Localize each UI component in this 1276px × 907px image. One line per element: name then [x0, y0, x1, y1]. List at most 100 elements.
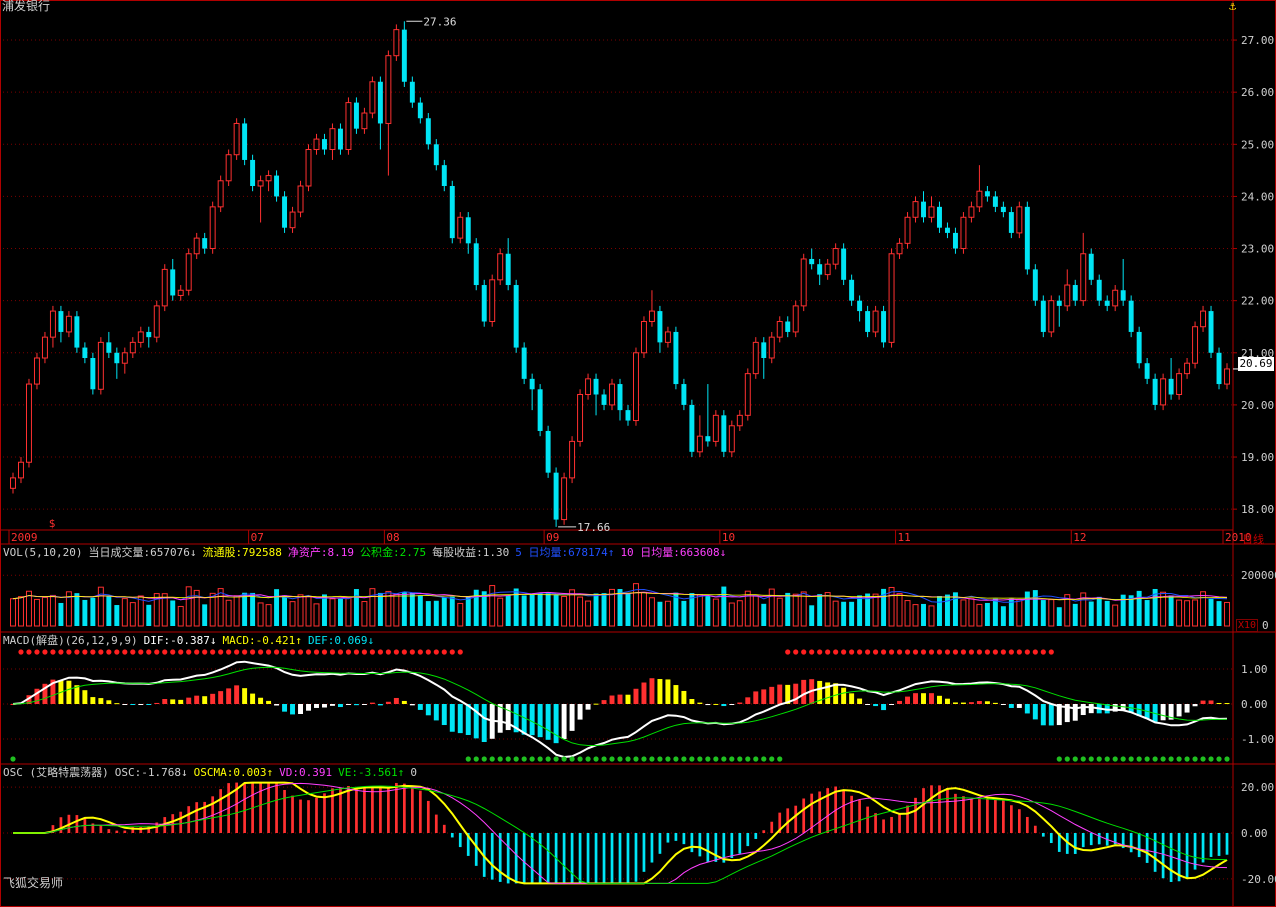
macd-state-dot-green [609, 756, 615, 762]
macd-state-dot-red [34, 649, 40, 655]
candle-body-down [849, 279, 855, 301]
candle-body-down [401, 29, 407, 82]
candle-body-up [792, 305, 799, 333]
macd-histogram-bar [138, 704, 144, 705]
macd-histogram-bar [42, 683, 48, 704]
macd-state-dot-green [665, 756, 671, 762]
macd-state-dot-red [321, 649, 328, 655]
candle-body-down [681, 384, 687, 405]
candle-body-down [58, 311, 64, 332]
macd-state-dot-green [1224, 756, 1230, 762]
macd-state-dot-green [1056, 756, 1062, 762]
macd-histogram-bar [457, 704, 463, 734]
candle-body-down [90, 358, 96, 390]
volume-bar-up [497, 597, 504, 627]
volume-bar-up [49, 594, 56, 627]
volume-bar-down [74, 593, 80, 626]
volume-bar-down [841, 601, 847, 626]
candle-body-down [673, 331, 679, 385]
macd-histogram-bar [841, 687, 847, 704]
osc-header-item: 0 [410, 766, 417, 779]
macd-histogram-bar [992, 702, 998, 704]
candle-body-up [153, 305, 160, 338]
macd-histogram-bar [952, 702, 958, 704]
volume-bar-down [1168, 595, 1174, 626]
stock-title: 浦发银行 [2, 0, 51, 13]
volume-bar-up [1048, 599, 1055, 627]
macd-state-dot-red [162, 649, 168, 655]
macd-state-dot-green [1128, 756, 1134, 762]
volume-bar-down [202, 604, 208, 626]
macd-histogram-bar [1216, 702, 1222, 704]
candle-body-down [545, 430, 551, 473]
volume-bar-up [976, 603, 983, 627]
volume-bar-up [960, 599, 967, 627]
macd-state-dot-red [920, 649, 927, 655]
volume-bar-down [282, 595, 288, 626]
macd-histogram-bar [960, 702, 966, 704]
macd-histogram-bar [968, 702, 974, 704]
candle-body-down [1008, 212, 1014, 233]
candle-body-down [441, 165, 447, 186]
macd-state-dot-green [537, 756, 543, 762]
macd-histogram-bar [561, 704, 567, 740]
macd-state-dot-green [1160, 756, 1166, 762]
candle-body-down [425, 118, 431, 145]
volume-bar-up [289, 601, 296, 627]
macd-state-dot-red [425, 649, 431, 655]
anchor-icon[interactable]: ⚓ [1229, 0, 1237, 13]
macd-histogram-bar [1136, 704, 1142, 717]
candle-body-up [65, 315, 72, 333]
volume-bar-down [521, 595, 527, 626]
candle-body-down [601, 394, 607, 405]
macd-state-dot-red [849, 649, 855, 655]
volume-bar-down [617, 589, 623, 626]
macd-histogram-bar [194, 695, 200, 704]
volume-bar-up [800, 591, 807, 627]
macd-state-dot-green [705, 756, 711, 762]
volume-bar-down [505, 595, 511, 626]
volume-bar-up [161, 593, 168, 627]
candle-body-down [170, 269, 176, 296]
macd-histogram-bar [282, 704, 288, 712]
macd-state-dot-green [553, 756, 559, 762]
volume-bar-down [601, 593, 607, 626]
period-label[interactable]: 日线 [1242, 533, 1264, 546]
vol-header: VOL(5,10,20) 当日成交量:657076↓ 流通股:792588 净资产:8… [3, 546, 732, 559]
macd-state-dot-green [761, 756, 767, 762]
candle-body-up [209, 206, 216, 250]
candle-body-down [1208, 311, 1214, 353]
macd-state-dot-red [289, 649, 296, 655]
dividend-marker: $ [49, 517, 56, 530]
macd-state-dot-green [1200, 756, 1206, 762]
volume-bar-down [1144, 600, 1150, 626]
vol-header-item: VOL(5,10,20) [3, 546, 83, 559]
macd-histogram-bar [849, 693, 855, 704]
macd-histogram-bar [337, 704, 343, 708]
macd-histogram-bar [505, 704, 511, 731]
volume-bar-up [385, 590, 392, 627]
volume-bar-up [1112, 604, 1119, 627]
price-tick-label: 27.00 [1241, 34, 1274, 47]
macd-state-dot-red [864, 649, 871, 655]
month-label: 08 [386, 531, 399, 544]
macd-histogram-bar [393, 697, 399, 704]
macd-state-dot-green [1152, 756, 1158, 762]
volume-bar-down [1088, 601, 1094, 626]
macd-state-dot-red [1032, 649, 1038, 655]
macd-state-dot-green [625, 756, 631, 762]
volume-bar-up [896, 593, 903, 627]
volume-ma20-line [12, 592, 1228, 601]
macd-state-dot-red [242, 649, 248, 655]
macd-state-dot-red [1024, 649, 1030, 655]
macd-histogram-bar [377, 704, 383, 706]
volume-bar-down [1136, 590, 1142, 626]
volume-bar-up [728, 602, 735, 627]
volume-bar-up [1224, 601, 1230, 627]
macd-state-dot-red [305, 649, 312, 655]
macd-state-dot-red [833, 649, 839, 655]
candle-body-down [1168, 378, 1174, 395]
macd-histogram-bar [425, 704, 431, 716]
candle-body-down [1216, 352, 1222, 385]
